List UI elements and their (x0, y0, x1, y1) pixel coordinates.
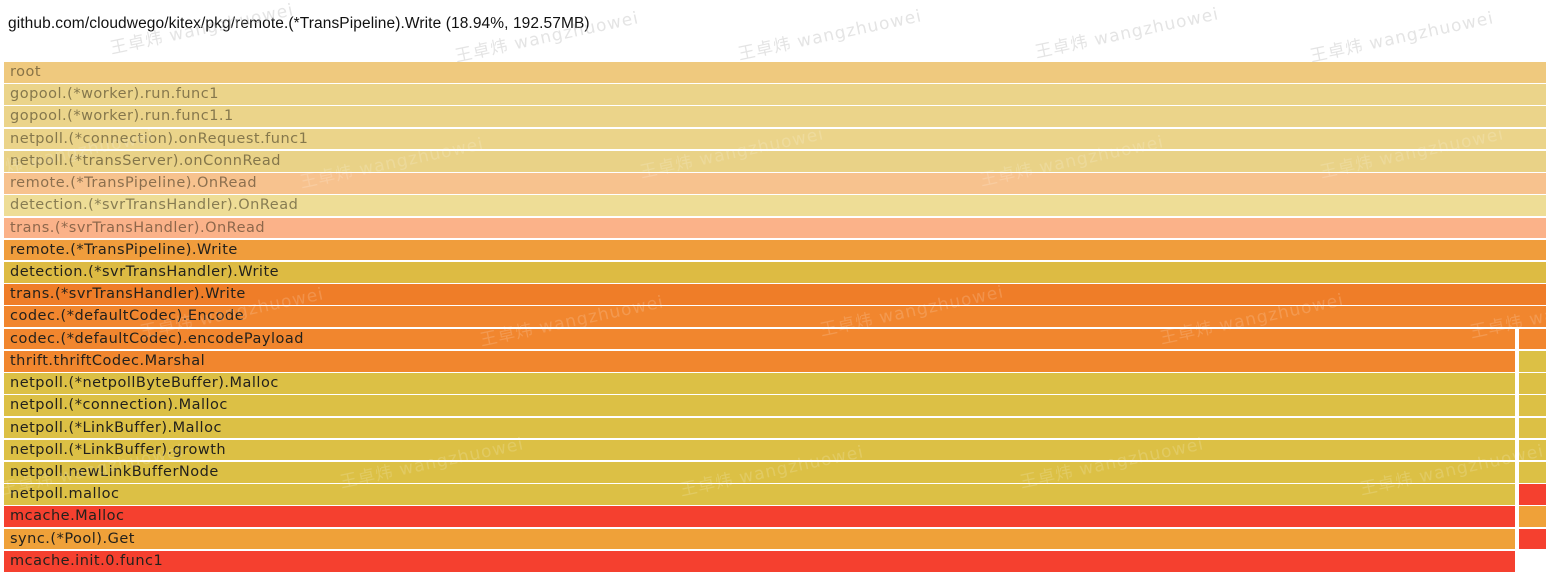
flame-row: netpoll.(*transServer).onConnRead (4, 150, 1546, 173)
flame-frame[interactable]: netpoll.(*connection).onRequest.func1 (4, 128, 1546, 150)
flame-frame-sibling[interactable] (1519, 350, 1546, 372)
flame-row: netpoll.(*netpollByteBuffer).Malloc (4, 373, 1546, 395)
flame-row: netpoll.malloc (4, 484, 1546, 506)
page-title: github.com/cloudwego/kitex/pkg/remote.(*… (8, 15, 590, 32)
flame-graph: root gopool.(*worker).run.func1 gopool.(*w… (4, 62, 1546, 573)
flame-frame[interactable]: sync.(*Pool).Get (4, 528, 1515, 550)
flame-frame[interactable]: netpoll.(*netpollByteBuffer).Malloc (4, 373, 1515, 394)
flame-row: netpoll.(*LinkBuffer).Malloc (4, 417, 1546, 440)
flame-row: trans.(*svrTransHandler).OnRead (4, 217, 1546, 240)
flame-row: codec.(*defaultCodec).encodePayload (4, 328, 1546, 351)
flame-frame[interactable]: netpoll.(*LinkBuffer).Malloc (4, 417, 1515, 439)
flame-frame[interactable]: trans.(*svrTransHandler).OnRead (4, 217, 1546, 239)
flame-frame-sibling[interactable] (1519, 373, 1546, 394)
flame-frame-sibling[interactable] (1519, 528, 1546, 550)
flame-row: mcache.Malloc (4, 506, 1546, 528)
flame-row: netpoll.newLinkBufferNode (4, 461, 1546, 484)
flame-row: trans.(*svrTransHandler).Write (4, 284, 1546, 306)
flame-row: root (4, 62, 1546, 84)
flame-row: netpoll.(*connection).onRequest.func1 (4, 128, 1546, 151)
flame-frame-sibling[interactable] (1519, 328, 1546, 350)
flame-frame[interactable]: netpoll.(*transServer).onConnRead (4, 150, 1546, 172)
flame-row: remote.(*TransPipeline).OnRead (4, 173, 1546, 195)
watermark-text: 王卓炜 wangzhuowei (1308, 8, 1496, 67)
flame-frame[interactable]: netpoll.malloc (4, 484, 1515, 505)
flame-frame-sibling[interactable] (1519, 484, 1546, 505)
watermark-text: 王卓炜 wangzhuowei (453, 8, 641, 67)
flame-row: netpoll.(*LinkBuffer).growth (4, 439, 1546, 462)
flame-row: codec.(*defaultCodec).Encode (4, 306, 1546, 328)
flame-frame[interactable]: remote.(*TransPipeline).Write (4, 239, 1546, 261)
watermark-text: 王卓炜 wangzhuowei (736, 6, 924, 65)
flame-frame-sibling[interactable] (1519, 417, 1546, 439)
flame-frame[interactable]: gopool.(*worker).run.func1.1 (4, 106, 1546, 128)
flame-frame[interactable]: codec.(*defaultCodec).Encode (4, 306, 1546, 328)
flame-row: sync.(*Pool).Get (4, 528, 1546, 551)
flame-frame[interactable]: mcache.init.0.func1 (4, 550, 1515, 572)
flame-row: gopool.(*worker).run.func1 (4, 84, 1546, 106)
flame-frame[interactable]: gopool.(*worker).run.func1 (4, 84, 1546, 105)
flame-row: remote.(*TransPipeline).Write (4, 239, 1546, 262)
flame-frame[interactable]: root (4, 62, 1546, 83)
flame-row: mcache.init.0.func1 (4, 550, 1546, 573)
flame-row: detection.(*svrTransHandler).OnRead (4, 195, 1546, 217)
flame-frame[interactable]: codec.(*defaultCodec).encodePayload (4, 328, 1515, 350)
flame-frame-sibling[interactable] (1519, 506, 1546, 528)
flame-frame[interactable]: detection.(*svrTransHandler).OnRead (4, 195, 1546, 216)
flame-frame[interactable]: netpoll.(*LinkBuffer).growth (4, 439, 1515, 461)
flame-row: netpoll.(*connection).Malloc (4, 395, 1546, 417)
flame-row: thrift.thriftCodec.Marshal (4, 350, 1546, 373)
flame-frame-sibling[interactable] (1519, 395, 1546, 416)
flame-frame[interactable]: remote.(*TransPipeline).OnRead (4, 173, 1546, 194)
flame-frame-sibling[interactable] (1519, 439, 1546, 461)
watermark-text: 王卓炜 wangzhuowei (1033, 4, 1221, 63)
flame-frame[interactable]: netpoll.newLinkBufferNode (4, 461, 1515, 483)
flame-row: detection.(*svrTransHandler).Write (4, 261, 1546, 284)
flame-frame[interactable]: trans.(*svrTransHandler).Write (4, 284, 1546, 305)
flame-frame[interactable]: thrift.thriftCodec.Marshal (4, 350, 1515, 372)
flame-frame[interactable]: netpoll.(*connection).Malloc (4, 395, 1515, 416)
flame-frame-sibling[interactable] (1519, 461, 1546, 483)
flame-frame[interactable]: mcache.Malloc (4, 506, 1515, 528)
flame-row: gopool.(*worker).run.func1.1 (4, 106, 1546, 128)
flame-frame[interactable]: detection.(*svrTransHandler).Write (4, 261, 1546, 283)
